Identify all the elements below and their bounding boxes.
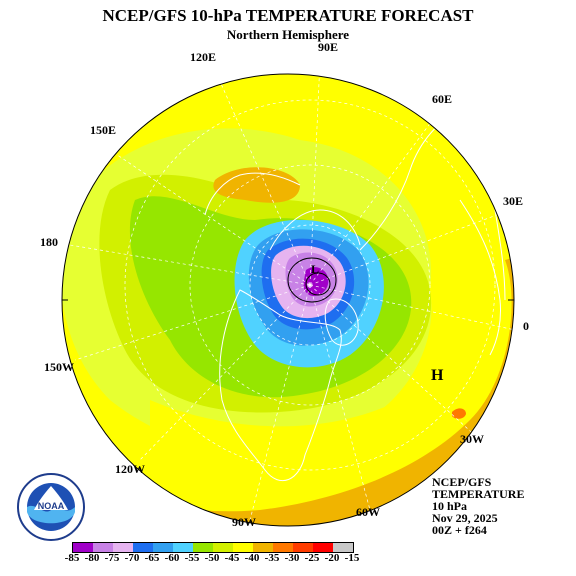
meridian-30w (309, 284, 481, 441)
colorbar-tick-label: -50 (204, 552, 220, 564)
coast-greenland (324, 298, 359, 346)
colorbar-swatch (193, 543, 213, 552)
noaa-logo: NOAA (17, 473, 85, 541)
latitude-circle-50 (189, 164, 431, 406)
lon-label-180: 180 (40, 235, 58, 249)
lon-label-120w: 120W (115, 462, 145, 476)
coastlines (204, 109, 506, 482)
lon-label-90e: 90E (318, 40, 339, 54)
colorbar-tick-label: -70 (124, 552, 140, 564)
colorbar-swatch (233, 543, 253, 552)
lon-label-150w: 150W (44, 360, 74, 374)
info-model: NCEP/GFS (432, 475, 492, 489)
lon-label-60w: 60W (356, 505, 380, 519)
colorbar-tick-label: -25 (304, 552, 320, 564)
colorbar-tick-label: -55 (184, 552, 200, 564)
lon-label-30e: 30E (503, 194, 524, 208)
info-level: 10 hPa (432, 499, 468, 513)
colorbar-swatch (313, 543, 333, 552)
info-field: TEMPERATURE (432, 487, 525, 501)
colorbar-tick-label: -75 (104, 552, 120, 564)
colorbar-swatch (113, 543, 133, 552)
colorbar-swatch (273, 543, 293, 552)
meridian-0 (309, 284, 516, 331)
colorbar-tick-label: -30 (284, 552, 300, 564)
colorbar-swatch (173, 543, 193, 552)
colorbar-swatch (153, 543, 173, 552)
colorbar-swatch (253, 543, 273, 552)
colorbar-ticks: -85 -80 -75 -70 -65 -60 -55 -50 -45 -40 -35 -30 -25-… (0, 552, 576, 568)
colorbar-tick-label: -35 (264, 552, 280, 564)
colorbar-swatch (93, 543, 113, 552)
contour-inner (287, 257, 337, 303)
colorbar-tick-label: -40 (244, 552, 260, 564)
coast-europe (459, 199, 501, 356)
meridian-90e (309, 59, 321, 286)
latitude-circle-70 (249, 224, 371, 346)
coast-north-america (219, 289, 342, 482)
field-yellow-inner-south (150, 330, 457, 469)
meridian-180 (69, 244, 311, 286)
meridian-120w (139, 284, 311, 461)
high-marker: H (431, 367, 444, 384)
colorbar-tick-label: -20 (324, 552, 340, 564)
meridian-150w (74, 284, 311, 361)
meridian-60e (309, 109, 441, 286)
low-marker: L (311, 262, 320, 276)
lon-label-120e: 120E (190, 50, 217, 64)
colorbar-tick-label: -65 (144, 552, 160, 564)
meridian-60w (309, 284, 371, 511)
field-darkorange (452, 408, 466, 419)
meridian-150e (109, 149, 311, 286)
lon-label-150e: 150E (90, 123, 117, 137)
colorbar-swatch (293, 543, 313, 552)
lon-label-30w: 30W (460, 432, 484, 446)
logo-text: NOAA (38, 501, 65, 511)
lon-label-90w: 90W (232, 515, 256, 529)
colorbar-swatch (73, 543, 93, 552)
colorbar-tick-label: -85 (64, 552, 80, 564)
colorbar-tick-label: -60 (164, 552, 180, 564)
graticule (69, 59, 516, 521)
coast-eurasia (359, 109, 506, 301)
map-subtitle: Northern Hemisphere (226, 27, 350, 42)
latitude-circle-30 (124, 99, 496, 471)
info-block: NCEP/GFS TEMPERATURE 10 hPa Nov 29, 2025… (432, 476, 524, 536)
contour-core (305, 272, 331, 296)
colorbar-swatch (133, 543, 153, 552)
lon-label-0: 0 (523, 319, 529, 333)
info-run: 00Z + f264 (432, 523, 487, 537)
colorbar-tick-label: -15 (344, 552, 360, 564)
meridian-90w (249, 284, 311, 521)
coast-siberia (269, 209, 361, 251)
colorbar-tick-label: -80 (84, 552, 100, 564)
colorbar-tick-label: -45 (224, 552, 240, 564)
contours (287, 257, 337, 303)
lon-label-60e: 60E (432, 92, 453, 106)
info-date: Nov 29, 2025 (432, 511, 498, 525)
colorbar (72, 542, 354, 553)
coast-east-asia (204, 172, 301, 216)
colorbar-swatch (333, 543, 353, 552)
colorbar-swatch (213, 543, 233, 552)
map-title: NCEP/GFS 10-hPa TEMPERATURE FORECAST (102, 6, 474, 25)
field-purple (303, 267, 329, 296)
